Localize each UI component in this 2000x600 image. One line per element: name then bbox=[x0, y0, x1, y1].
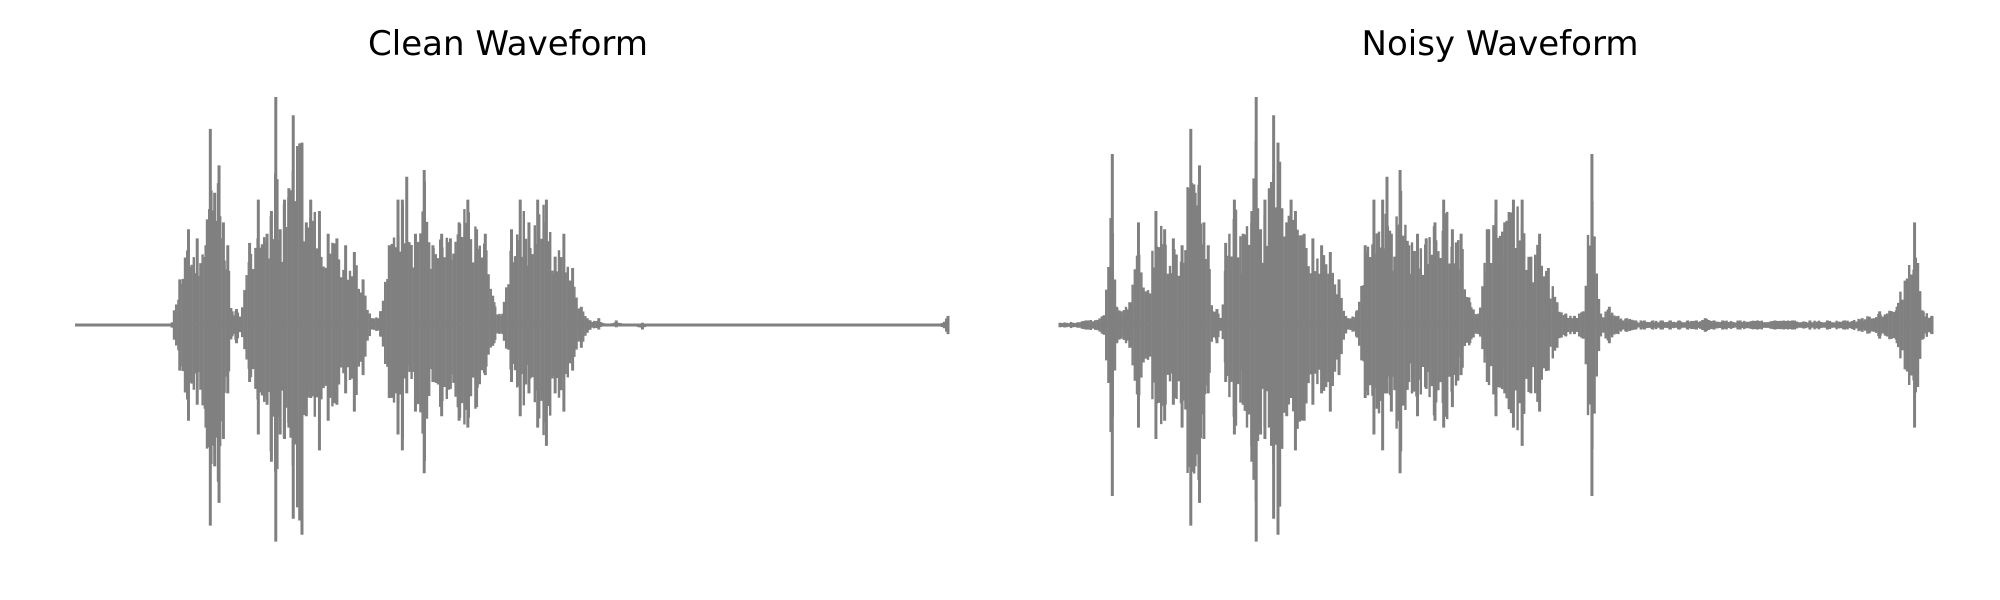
clean-waveform-chart bbox=[75, 97, 950, 542]
chart-title-clean: Clean Waveform bbox=[368, 24, 648, 64]
noisy-waveform-chart bbox=[1058, 97, 1934, 542]
chart-title-noisy: Noisy Waveform bbox=[1361, 24, 1639, 64]
